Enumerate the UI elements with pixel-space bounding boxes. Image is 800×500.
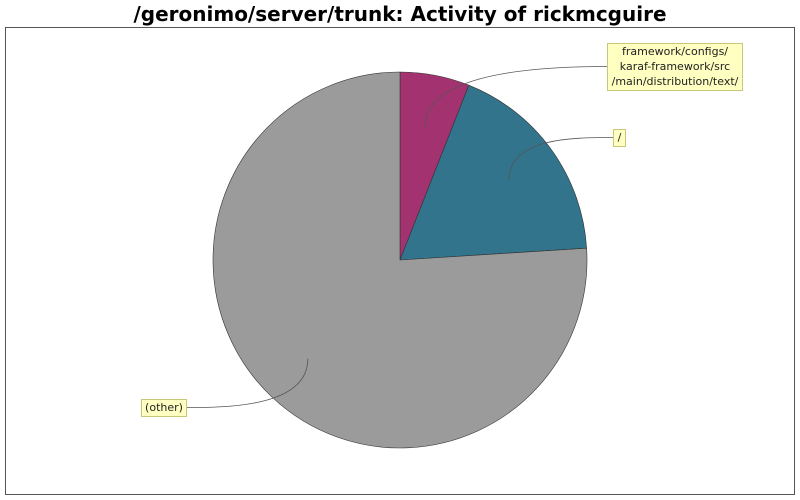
leader-line xyxy=(424,66,608,128)
chart-title: /geronimo/server/trunk: Activity of rick… xyxy=(133,2,667,26)
slice-label-box xyxy=(613,129,626,147)
slice-label-text: karaf-framework/src xyxy=(620,60,730,73)
slice-label-text: framework/configs/ xyxy=(622,45,728,58)
pie-slices xyxy=(212,71,588,449)
leader-line xyxy=(508,137,614,181)
pie-slice xyxy=(399,84,587,261)
slice-label-text: (other) xyxy=(145,401,183,414)
slice-labels: framework/configs/karaf-framework/src/ma… xyxy=(141,43,743,417)
label-leader-lines xyxy=(185,66,614,408)
pie-slice xyxy=(212,71,588,449)
slice-label-box xyxy=(141,399,187,417)
slice-label-box xyxy=(607,43,743,91)
slice-label-text: /main/distribution/text/ xyxy=(612,75,739,88)
slice-label-text: / xyxy=(618,131,622,144)
leader-line xyxy=(185,358,309,408)
